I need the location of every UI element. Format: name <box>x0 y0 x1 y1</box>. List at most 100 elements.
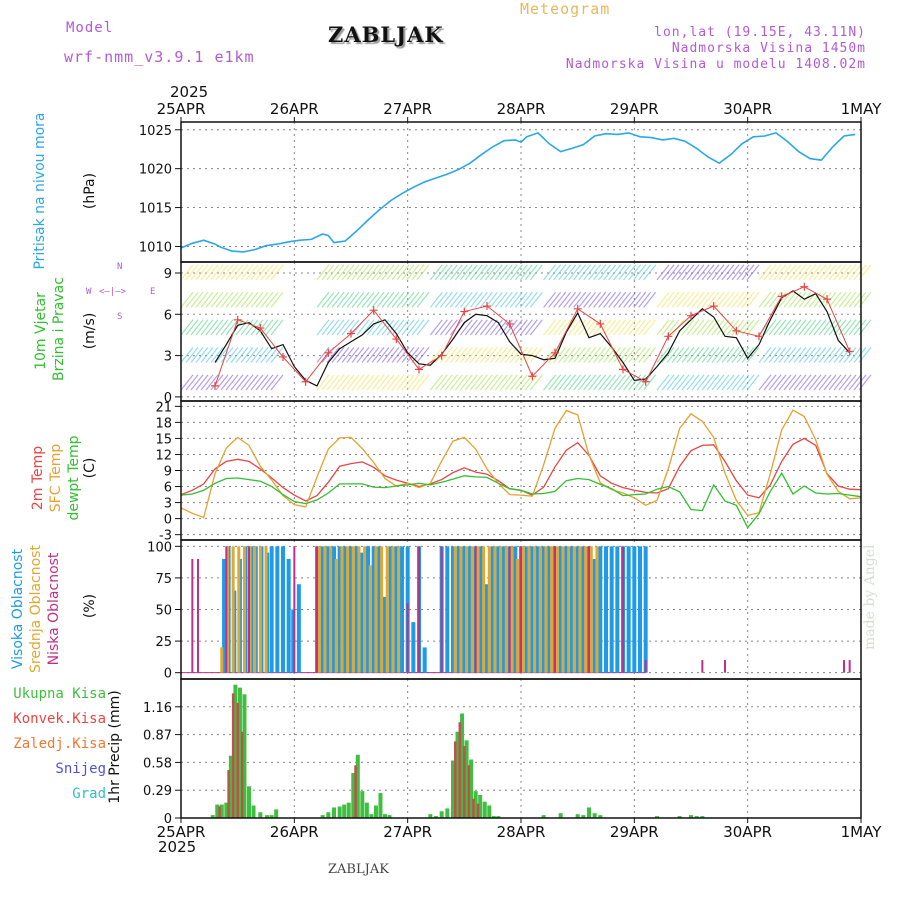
wind-barb <box>568 374 582 391</box>
wind-barb <box>681 319 695 336</box>
wind-barb <box>514 319 528 336</box>
wind-barb <box>721 291 735 308</box>
wind-barb <box>459 319 473 336</box>
cloud-mid-bar <box>578 546 582 673</box>
wind-barb <box>726 374 740 391</box>
wind-barb <box>813 346 827 363</box>
wind-barb <box>265 346 279 363</box>
wind-barb <box>401 374 415 391</box>
wind-barb <box>711 374 725 391</box>
wind-barb <box>519 319 533 336</box>
wind-barb <box>479 374 493 391</box>
wind-barb <box>828 264 842 281</box>
wind-barb <box>773 319 787 336</box>
wind-band <box>429 374 543 391</box>
wind-barb <box>479 346 493 363</box>
wind-barb <box>818 374 832 391</box>
wind-barb <box>623 264 637 281</box>
wind-barb <box>788 374 802 391</box>
cloud-ytick-label: 100 <box>147 540 172 555</box>
wind-gust-marker <box>551 348 559 357</box>
wind-barb <box>691 291 705 308</box>
wind-band <box>316 291 430 308</box>
wind-barb <box>459 346 473 363</box>
wind-gust-marker <box>687 311 695 320</box>
wind-barb <box>245 346 259 363</box>
wind-barb <box>381 346 395 363</box>
cloud-mid-bar <box>561 546 565 673</box>
precip-total-bar <box>428 814 433 818</box>
cloud-mid-bar <box>595 546 599 673</box>
wind-barb <box>391 264 405 281</box>
wind-barb <box>613 374 627 391</box>
wind-band <box>316 374 430 391</box>
wind-barb <box>376 374 390 391</box>
wind-barb <box>813 264 827 281</box>
date-label-top: 28APR <box>497 100 546 118</box>
wind-barb <box>474 291 488 308</box>
wind-barb <box>406 346 420 363</box>
wind-barb <box>758 291 772 308</box>
cloud-mid-bar <box>397 546 401 673</box>
cloud-mid-bar <box>538 546 542 673</box>
wind-barb <box>210 291 224 308</box>
date-label-top: 26APR <box>270 100 319 118</box>
precip-total-bar <box>269 815 274 818</box>
wind-barb <box>494 346 508 363</box>
wind-barb <box>180 264 194 281</box>
pressure-ytick-label: 1010 <box>139 240 172 255</box>
precip-convective-bar <box>472 798 475 818</box>
wind-barb <box>696 346 710 363</box>
cloud-mid-bar <box>527 546 531 673</box>
wind-barb <box>828 346 842 363</box>
cloud-mid-bar <box>555 546 559 673</box>
wind-barb <box>681 264 695 281</box>
cloud-mid-bar <box>368 565 372 673</box>
wind-barb <box>195 374 209 391</box>
precip-total-bar <box>439 811 444 818</box>
wind-barb <box>180 374 194 391</box>
model-label: Model <box>66 20 114 36</box>
cloud-high-bar <box>388 546 393 673</box>
wind-band <box>429 319 543 336</box>
wind-barb <box>661 346 675 363</box>
wind-barb <box>671 291 685 308</box>
wind-barb <box>568 346 582 363</box>
wind-barb <box>696 374 710 391</box>
wind-barb <box>701 264 715 281</box>
precip-total-bar <box>464 740 469 818</box>
wind-barb <box>608 319 622 336</box>
wind-barb <box>778 374 792 391</box>
cloud-high-bar <box>530 546 535 673</box>
wind-barb <box>459 374 473 391</box>
wind-barb <box>721 319 735 336</box>
wind-barb <box>553 346 567 363</box>
wind-barb <box>696 319 710 336</box>
cloud-low-bar <box>197 558 199 673</box>
wind-barb <box>583 319 597 336</box>
wind-barb <box>701 346 715 363</box>
wind-barb <box>788 346 802 363</box>
wind-barb <box>464 374 478 391</box>
wind-barb <box>429 346 443 363</box>
precip-total-bar <box>491 816 496 818</box>
date-label-bottom: 30APR <box>723 823 772 841</box>
temperature-ytick-label: 21 <box>155 400 172 415</box>
wind-band <box>758 346 872 363</box>
cloud-mid-bar <box>317 546 321 673</box>
precip-convective-bar <box>227 770 230 818</box>
wind-barb <box>618 291 632 308</box>
wind-barb <box>543 291 557 308</box>
cloud-low-bar <box>248 546 250 673</box>
wind-barb <box>773 374 787 391</box>
precip-total-bar <box>451 760 455 818</box>
wind-barb <box>721 346 735 363</box>
wind-barb <box>563 264 577 281</box>
wind-barb <box>588 291 602 308</box>
cloud-low-bar <box>848 660 851 673</box>
wind-barb <box>265 264 279 281</box>
wind-barb <box>341 319 355 336</box>
wind-barb <box>240 291 254 308</box>
wind-barb <box>598 291 612 308</box>
wind-barb <box>215 346 229 363</box>
